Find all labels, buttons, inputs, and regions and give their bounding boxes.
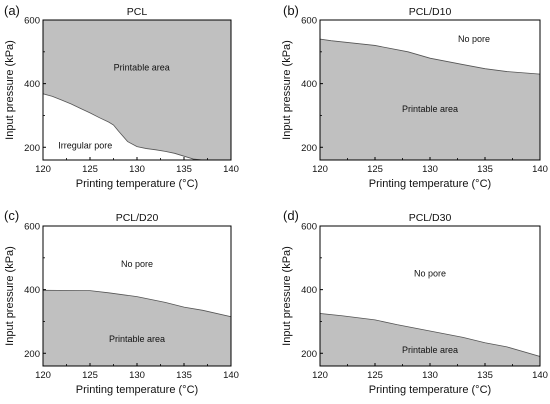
y-axis-label: Input pressure (kPa) [281, 246, 293, 346]
region-label: No pore [414, 269, 446, 279]
y-tick-label: 400 [301, 285, 317, 296]
panel-title: PCL/D20 [116, 212, 159, 224]
x-tick-label: 120 [35, 370, 51, 381]
x-tick-label: 130 [422, 370, 438, 381]
x-tick-label: 140 [223, 370, 239, 381]
panel-label: (a) [4, 3, 20, 18]
panel-label: (b) [283, 3, 299, 18]
x-tick-label: 120 [312, 370, 328, 381]
chart-panel: 120 125 130 135 140 200 400 600 PCL (a) Printing t… [4, 3, 239, 190]
x-axis-label: Printing temperature (°C) [369, 384, 491, 396]
printable-area-fill [319, 313, 541, 367]
printable-area-fill [42, 19, 232, 161]
region-label: No pore [121, 259, 153, 269]
x-tick-label: 125 [367, 164, 383, 175]
y-tick-label: 600 [24, 222, 40, 233]
y-tick-label: 200 [24, 143, 40, 154]
x-tick-label: 120 [312, 164, 328, 175]
y-tick-label: 400 [24, 79, 40, 90]
x-tick-label: 130 [129, 370, 145, 381]
x-tick-label: 140 [532, 370, 548, 381]
y-axis-label: Input pressure (kPa) [4, 246, 16, 346]
y-tick-label: 600 [301, 222, 317, 233]
x-axis-label: Printing temperature (°C) [76, 178, 198, 190]
x-tick-label: 135 [176, 370, 192, 381]
panel-title: PCL [127, 6, 148, 18]
x-tick-label: 140 [532, 164, 548, 175]
y-tick-label: 600 [24, 16, 40, 27]
x-tick-label: 125 [82, 370, 98, 381]
x-tick-label: 130 [129, 164, 145, 175]
y-tick-label: 400 [301, 79, 317, 90]
chart-panel: 120 125 130 135 140 200 400 600 PCL/D10 (b) Printi… [281, 3, 548, 190]
chart-panel: 120 125 130 135 140 200 400 600 PCL/D20 (c) Printi… [4, 208, 239, 396]
region-label: Printable area [114, 63, 170, 73]
panel-title: PCL/D30 [409, 212, 452, 224]
y-tick-label: 200 [301, 349, 317, 360]
chart-panel: 120 125 130 135 140 200 400 600 PCL/D30 (d) Printi… [281, 208, 548, 396]
panel-title: PCL/D10 [409, 6, 452, 18]
x-tick-label: 125 [82, 164, 98, 175]
x-tick-label: 130 [422, 164, 438, 175]
panel-label: (c) [4, 208, 19, 223]
region-label: No pore [458, 34, 490, 44]
y-tick-label: 200 [301, 143, 317, 154]
region-label: Printable area [109, 334, 165, 344]
printable-area-fill [319, 38, 541, 161]
region-label: Irregular pore [58, 141, 112, 151]
x-tick-label: 120 [35, 164, 51, 175]
y-tick-label: 400 [24, 285, 40, 296]
y-tick-label: 600 [301, 16, 317, 27]
y-axis-label: Input pressure (kPa) [4, 40, 16, 140]
region-label: Printable area [402, 345, 458, 355]
x-axis-label: Printing temperature (°C) [76, 384, 198, 396]
x-tick-label: 135 [477, 370, 493, 381]
x-axis-label: Printing temperature (°C) [369, 178, 491, 190]
x-tick-label: 125 [367, 370, 383, 381]
printable-area-fill [42, 289, 232, 367]
x-tick-label: 135 [477, 164, 493, 175]
x-tick-label: 135 [176, 164, 192, 175]
panel-label: (d) [283, 208, 299, 223]
region-label: Printable area [402, 104, 458, 114]
x-tick-label: 140 [223, 164, 239, 175]
y-axis-label: Input pressure (kPa) [281, 40, 293, 140]
y-tick-label: 200 [24, 349, 40, 360]
